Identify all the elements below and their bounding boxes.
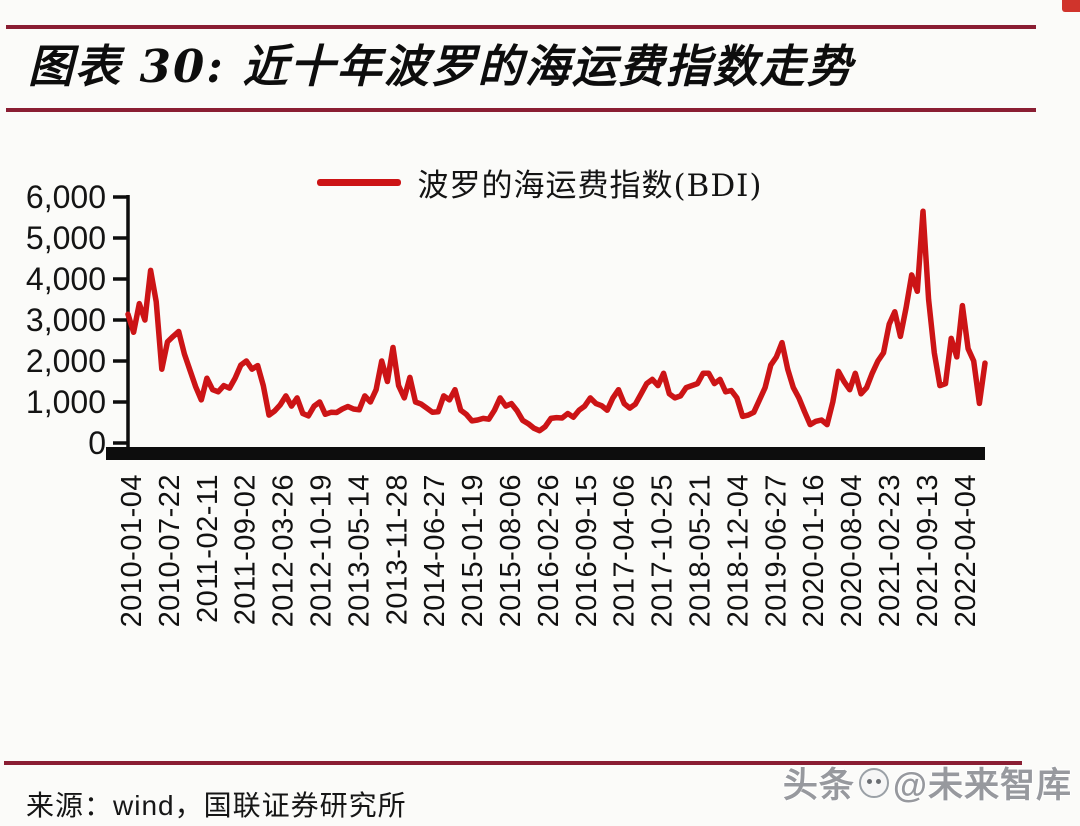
- x-axis-label: 2012-10-19: [306, 474, 338, 627]
- chart-legend: 波罗的海运费指数(BDI): [0, 160, 1080, 205]
- watermark: 头条 @未来智库: [783, 757, 1072, 808]
- x-axis-label: 2013-05-14: [343, 474, 375, 627]
- x-axis-label: 2013-11-28: [381, 474, 413, 625]
- x-axis-label: 2010-07-22: [154, 474, 186, 627]
- x-axis-label: 2021-02-23: [874, 474, 906, 627]
- x-axis-label: 2018-12-04: [722, 474, 754, 627]
- y-axis-label: 4,000: [26, 261, 106, 297]
- x-axis-label: 2014-06-27: [419, 474, 451, 627]
- x-axis-label: 2018-05-21: [685, 474, 717, 627]
- toutiao-corner-badge-icon: [1062, 0, 1080, 12]
- y-axis-label: 3,000: [26, 302, 106, 338]
- x-axis-label: 2015-01-19: [457, 474, 489, 627]
- watermark-prefix: 头条: [782, 766, 855, 805]
- y-axis-label: 5,000: [26, 220, 106, 256]
- x-axis-bar: [106, 447, 985, 460]
- x-axis-label: 2017-04-06: [609, 474, 641, 627]
- watermark-handle: @未来智库: [892, 766, 1072, 805]
- x-axis-label: 2011-02-11: [192, 474, 224, 623]
- figure-title: 图表 30: 近十年波罗的海运费指数走势: [28, 40, 854, 93]
- x-axis-label: 2022-04-04: [950, 474, 982, 627]
- x-axis-label: 2020-01-16: [798, 474, 830, 627]
- legend-label: 波罗的海运费指数(BDI): [417, 168, 763, 204]
- x-axis-label: 2016-09-15: [571, 474, 603, 627]
- legend-line-swatch: [317, 179, 402, 186]
- y-axis-label: 2,000: [26, 343, 106, 379]
- x-axis-label: 2021-09-13: [912, 474, 944, 627]
- y-axis-label: 1,000: [26, 384, 106, 420]
- x-axis-label: 2015-08-06: [495, 474, 527, 627]
- bottom-divider: [4, 761, 1022, 765]
- top-divider: [6, 25, 1036, 29]
- x-axis-label: 2016-02-26: [533, 474, 565, 627]
- y-axis-label: 6,000: [26, 179, 106, 215]
- y-axis-label: 0: [88, 425, 106, 461]
- x-axis-label: 2010-01-04: [116, 474, 148, 627]
- x-axis-label: 2017-10-25: [647, 474, 679, 627]
- x-axis-label: 2020-08-04: [836, 474, 868, 627]
- source-note: 来源：wind，国联证券研究所: [26, 790, 407, 821]
- x-axis-label: 2019-06-27: [760, 474, 792, 627]
- bdi-series-line: [125, 208, 988, 434]
- x-axis-label: 2012-03-26: [268, 474, 300, 627]
- x-axis-label: 2011-09-02: [230, 474, 262, 625]
- title-divider: [6, 108, 1036, 112]
- watermark-logo-icon: [858, 767, 889, 798]
